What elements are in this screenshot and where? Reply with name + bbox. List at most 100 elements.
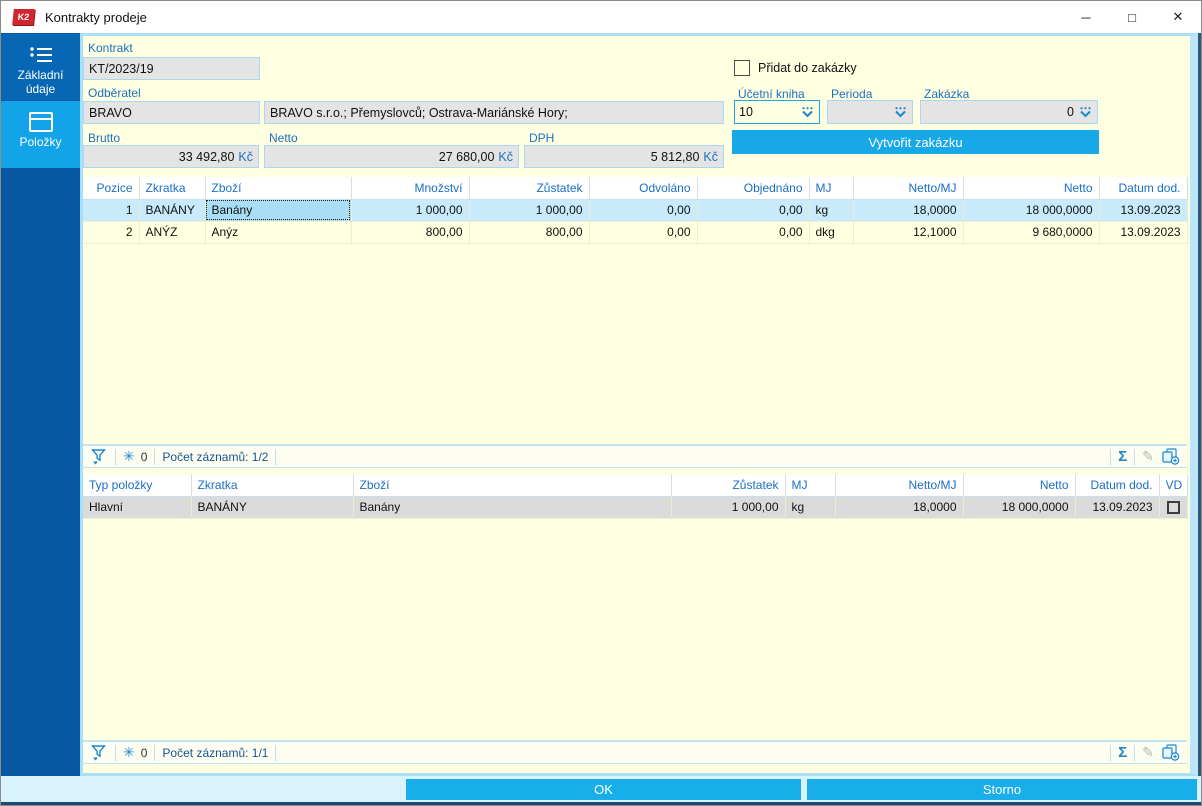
cell[interactable]: 18,0000 — [853, 199, 964, 222]
column-header-mj[interactable]: MJ — [785, 474, 836, 497]
cell[interactable]: 800,00 — [469, 221, 590, 244]
column-header-mj[interactable]: MJ — [809, 177, 854, 200]
dropdown-chevron-icon — [800, 106, 815, 119]
footer-bar: OK Storno — [1, 776, 1201, 802]
column-header-z-statek[interactable]: Zůstatek — [671, 474, 786, 497]
cell[interactable]: Banány — [205, 199, 352, 222]
column-header-zbo-[interactable]: Zboží — [205, 177, 352, 200]
column-header-vd[interactable]: VD — [1159, 474, 1188, 497]
close-button[interactable]: ✕ — [1172, 9, 1184, 24]
cell[interactable]: 800,00 — [351, 221, 470, 244]
column-header-netto[interactable]: Netto — [963, 177, 1100, 200]
sidebar-item-label: Položky — [19, 135, 62, 149]
cell[interactable]: 1 000,00 — [351, 199, 470, 222]
cell[interactable]: 18 000,0000 — [963, 496, 1076, 519]
column-header-datum-dod-[interactable]: Datum dod. — [1099, 177, 1188, 200]
column-header-zkratka[interactable]: Zkratka — [191, 474, 354, 497]
zakazka-dropdown[interactable]: 0 — [920, 100, 1098, 124]
brutto-field[interactable]: 33 492,80 Kč — [83, 145, 259, 168]
column-header-odvol-no[interactable]: Odvoláno — [589, 177, 698, 200]
dph-label: DPH — [529, 131, 555, 145]
record-count: Počet záznamů: 1/1 — [162, 745, 269, 760]
copy-add-icon[interactable] — [1161, 448, 1180, 465]
cell[interactable]: Hlavní — [83, 496, 192, 519]
netto-field[interactable]: 27 680,00 Kč — [264, 145, 519, 168]
perioda-dropdown[interactable] — [827, 100, 913, 124]
cell[interactable]: 2 — [83, 221, 140, 244]
ucetni-kniha-dropdown[interactable]: 10 — [734, 100, 820, 124]
cell[interactable]: 18 000,0000 — [963, 199, 1100, 222]
maximize-button[interactable]: □ — [1128, 9, 1136, 25]
column-header-netto[interactable]: Netto — [963, 474, 1076, 497]
minimize-button[interactable]: ─ — [1081, 9, 1091, 25]
window-title: Kontrakty prodeje — [45, 9, 147, 25]
cell[interactable]: 0,00 — [697, 221, 810, 244]
window-bottom-edge — [1, 802, 1201, 805]
cell[interactable]: BANÁNY — [139, 199, 206, 222]
freeze-icon[interactable]: ✳ — [123, 448, 135, 464]
column-header-mno-stv-[interactable]: Množství — [351, 177, 470, 200]
odberatel-label: Odběratel — [88, 86, 141, 100]
cell[interactable]: Anýz — [205, 221, 352, 244]
column-header-zkratka[interactable]: Zkratka — [139, 177, 206, 200]
cell[interactable]: 18,0000 — [835, 496, 964, 519]
cell[interactable]: 13.09.2023 — [1099, 199, 1188, 222]
odberatel-name-field[interactable]: BRAVO s.r.o.; Přemyslovců; Ostrava-Mariá… — [264, 101, 724, 124]
cell[interactable]: 13.09.2023 — [1099, 221, 1188, 244]
column-header-pozice[interactable]: Pozice — [83, 177, 140, 200]
cell[interactable]: 1 — [83, 199, 140, 222]
ok-button[interactable]: OK — [406, 779, 801, 800]
edit-icon[interactable]: ✎ — [1142, 744, 1154, 760]
cell[interactable]: 9 680,0000 — [963, 221, 1100, 244]
cell[interactable] — [1159, 496, 1188, 519]
separator — [154, 744, 156, 761]
cell[interactable]: BANÁNY — [191, 496, 354, 519]
table-row[interactable]: Hlavní BANÁNY Banány 1 000,00 kg 18,0000 18 00… — [83, 496, 1188, 519]
window-right-edge — [1198, 33, 1201, 776]
dropdown-chevron-icon — [893, 106, 908, 119]
cell[interactable]: 1 000,00 — [671, 496, 786, 519]
freeze-count: 0 — [140, 449, 148, 464]
vytvorit-zakazku-button[interactable]: Vytvořit zakázku — [732, 130, 1099, 154]
cell[interactable]: 0,00 — [589, 199, 698, 222]
filter-icon[interactable] — [90, 448, 108, 465]
freeze-icon[interactable]: ✳ — [123, 744, 135, 760]
sum-icon[interactable]: Σ — [1118, 448, 1128, 465]
cell[interactable]: 12,1000 — [853, 221, 964, 244]
odberatel-field[interactable]: BRAVO — [83, 101, 260, 124]
cell[interactable]: 0,00 — [697, 199, 810, 222]
table-row[interactable]: 2 ANÝZ Anýz 800,00 800,00 0,00 0,00 dkg 12,1000 9… — [83, 221, 1188, 244]
storno-button[interactable]: Storno — [807, 779, 1197, 800]
column-header-netto-mj[interactable]: Netto/MJ — [835, 474, 964, 497]
cell[interactable]: 0,00 — [589, 221, 698, 244]
dph-field[interactable]: 5 812,80 Kč — [524, 145, 724, 168]
column-header-netto-mj[interactable]: Netto/MJ — [853, 177, 964, 200]
cell[interactable]: dkg — [809, 221, 854, 244]
cell[interactable]: kg — [785, 496, 836, 519]
column-header-objedn-no[interactable]: Objednáno — [697, 177, 810, 200]
pridat-do-zakazky-checkbox[interactable] — [734, 60, 750, 76]
column-header-zbo-[interactable]: Zboží — [353, 474, 672, 497]
cell[interactable]: 1 000,00 — [469, 199, 590, 222]
items-table: Pozice Zkratka Zboží Množství Zůstatek Odvolá… — [83, 177, 1188, 445]
sum-icon[interactable]: Σ — [1118, 744, 1128, 761]
sidebar-item-polozky[interactable]: Položky — [1, 101, 80, 168]
cell[interactable]: ANÝZ — [139, 221, 206, 244]
cell[interactable]: 13.09.2023 — [1075, 496, 1160, 519]
edit-icon[interactable]: ✎ — [1142, 448, 1154, 464]
filter-icon[interactable] — [90, 744, 108, 761]
copy-add-icon[interactable] — [1161, 744, 1180, 761]
vd-checkbox[interactable] — [1166, 501, 1180, 515]
column-header-typ-polo-ky[interactable]: Typ položky — [83, 474, 192, 497]
kontrakt-field[interactable]: KT/2023/19 — [83, 57, 260, 80]
netto-label: Netto — [269, 131, 298, 145]
column-header-datum-dod-[interactable]: Datum dod. — [1075, 474, 1160, 497]
cell[interactable]: Banány — [353, 496, 672, 519]
separator — [275, 448, 277, 465]
cell[interactable]: kg — [809, 199, 854, 222]
table-row[interactable]: 1 BANÁNY Banány 1 000,00 1 000,00 0,00 0,00 kg 1… — [83, 199, 1188, 222]
separator — [1134, 448, 1136, 465]
sidebar-item-zakladni-udaje[interactable]: Základní údaje — [1, 34, 80, 100]
column-header-z-statek[interactable]: Zůstatek — [469, 177, 590, 200]
